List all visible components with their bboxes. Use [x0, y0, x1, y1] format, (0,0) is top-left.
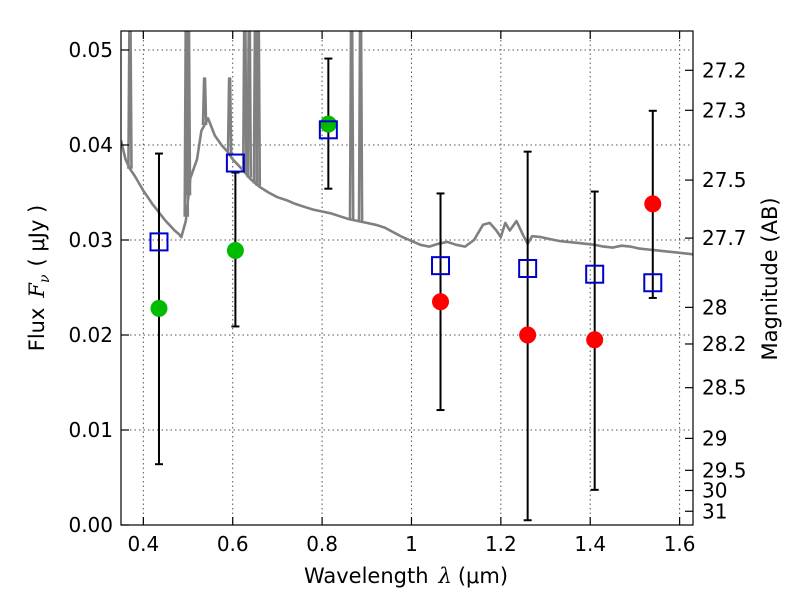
model-emission-line	[201, 77, 208, 126]
model-photometry-point	[518, 259, 538, 278]
y-tick-label: 0.01	[68, 418, 113, 442]
model-emission-line	[246, 31, 253, 178]
model-emission-line	[348, 31, 355, 220]
mag-tick-label: 28	[702, 295, 727, 319]
y-tick-label: 0.02	[68, 323, 113, 347]
observed-point-detected	[150, 299, 168, 317]
observed-point-upper-limit	[644, 195, 662, 213]
y-tick-label: 0.04	[68, 133, 113, 157]
y-axis-label-unit: ( μJy )	[25, 205, 49, 267]
marker-layer	[149, 115, 663, 349]
x-tick-label: 1.4	[574, 532, 606, 556]
model-spectrum-line	[121, 117, 693, 256]
model-emission-line	[127, 31, 133, 169]
mag-tick-label: 28.2	[702, 332, 747, 356]
model-emission-line	[357, 31, 364, 222]
x-axis-label: Wavelength λ (μm)	[304, 564, 508, 588]
mag-tick-label: 29.5	[702, 458, 747, 482]
observed-point-detected	[319, 115, 337, 133]
model-emission-line	[185, 31, 192, 196]
model-photometry-point	[585, 264, 605, 284]
y-axis-label-subscript: ν	[37, 274, 53, 283]
mag-tick-label: 27.3	[702, 98, 747, 122]
mag-tick-label: 27.5	[702, 168, 747, 192]
observed-point-upper-limit	[519, 326, 537, 344]
model-emission-line	[255, 31, 262, 186]
y-tick-label: 0.00	[68, 513, 113, 537]
model-spectrum-layer	[121, 31, 693, 256]
y-axis-label-symbol: F	[25, 282, 49, 299]
model-photometry-point	[431, 256, 451, 276]
mag-tick-label: 27.2	[702, 58, 747, 82]
mag-tick-label: 29	[702, 426, 727, 450]
y-tick-label: 0.05	[68, 38, 113, 62]
model-photometry-point	[643, 273, 663, 293]
tick-layer: 0.4 0.6 0.8 1 1.2 1.4 1.6 0.00 0.01 0.02 0.03 0.04 0…	[68, 31, 747, 556]
x-tick-label: 1.6	[664, 532, 696, 556]
model-photometry-point	[149, 232, 169, 252]
x-tick-label: 0.8	[306, 532, 338, 556]
mag-tick-label: 31	[702, 499, 727, 523]
right-axis-label: Magnitude (AB)	[758, 197, 782, 360]
model-photometry-point	[225, 153, 245, 173]
model-emission-line	[241, 31, 248, 173]
x-tick-label: 0.4	[127, 532, 159, 556]
observed-point-upper-limit	[586, 331, 604, 349]
model-photometry-point	[318, 120, 338, 140]
observed-point-upper-limit	[432, 293, 450, 311]
mag-tick-label: 28.5	[702, 376, 747, 400]
x-axis-label-symbol: λ	[438, 564, 452, 588]
mag-tick-label: 30	[702, 479, 727, 503]
y-tick-label: 0.03	[68, 228, 113, 252]
x-axis-label-prefix: Wavelength	[304, 564, 429, 588]
x-tick-label: 1.2	[485, 532, 517, 556]
x-tick-label: 1	[405, 532, 418, 556]
plot-frame	[120, 30, 694, 526]
mag-tick-label: 27.7	[702, 226, 747, 250]
x-axis-label-unit: (μm)	[458, 564, 508, 588]
observed-point-detected	[226, 241, 244, 259]
model-emission-line	[226, 77, 233, 155]
y-axis-label-prefix: Flux	[25, 308, 49, 352]
y-axis-label: Flux Fν ( μJy )	[25, 205, 53, 351]
x-tick-label: 0.6	[217, 532, 249, 556]
